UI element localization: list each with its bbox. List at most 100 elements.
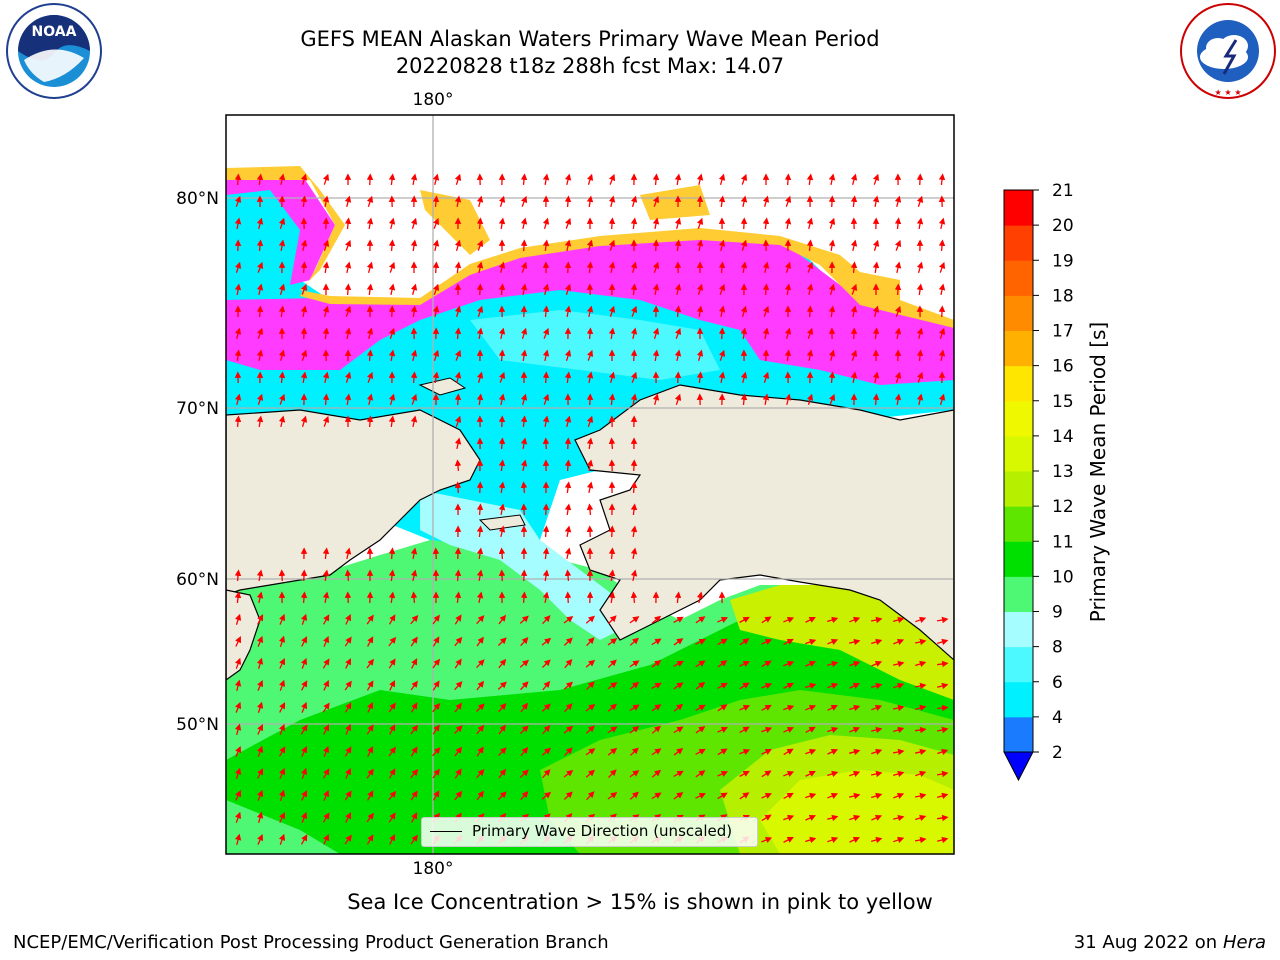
wave-arrow	[564, 547, 572, 560]
wave-arrow	[914, 836, 927, 844]
nws-logo: ★ ★ ★	[1180, 3, 1276, 99]
wave-arrow	[783, 770, 795, 777]
wave-arrow	[651, 638, 662, 646]
wave-arrow	[388, 569, 396, 582]
wave-arrow	[673, 792, 684, 800]
wave-arrow	[454, 768, 462, 779]
wave-arrow	[762, 393, 770, 406]
wave-arrow	[301, 657, 308, 669]
wave-arrow	[608, 239, 616, 251]
wave-arrow	[762, 217, 770, 230]
wave-arrow	[476, 327, 484, 340]
wave-arrow	[388, 217, 396, 230]
wave-arrow	[344, 569, 352, 582]
wave-arrow	[520, 591, 528, 604]
wave-arrow	[520, 261, 528, 273]
wave-arrow	[630, 591, 638, 604]
wave-arrow	[344, 195, 352, 207]
wave-arrow	[322, 768, 330, 779]
wave-arrow	[322, 173, 330, 185]
wave-arrow	[278, 283, 286, 295]
wave-arrow	[806, 283, 814, 296]
chart-title: GEFS MEAN Alaskan Waters Primary Wave Me…	[300, 27, 880, 51]
wave-arrow	[454, 371, 462, 384]
wave-arrow	[718, 239, 726, 251]
wave-arrow	[783, 748, 794, 756]
wave-arrow	[410, 173, 418, 186]
wave-arrow	[894, 327, 902, 340]
wave-arrow	[851, 283, 858, 295]
wave-arrow	[872, 305, 880, 317]
wave-arrow	[542, 371, 550, 384]
wave-arrow	[366, 173, 374, 186]
legend-line-swatch	[430, 831, 462, 832]
wave-arrow	[498, 327, 506, 340]
latitude-label-50n: 50°N	[176, 715, 219, 735]
wave-arrow	[608, 217, 616, 230]
wave-arrow	[739, 748, 751, 755]
wave-arrow	[300, 327, 308, 340]
colorbar-tick-label: 17	[1052, 322, 1074, 342]
wave-arrow	[607, 703, 617, 712]
wave-arrow	[432, 702, 441, 713]
wave-arrow	[805, 682, 817, 690]
wave-arrow	[542, 680, 551, 691]
wave-arrow	[520, 791, 529, 801]
wave-arrow	[322, 591, 330, 604]
wave-arrow	[695, 704, 706, 712]
wave-arrow	[235, 745, 242, 757]
wave-arrow	[761, 749, 772, 755]
wave-arrow	[300, 349, 308, 361]
wave-arrow	[805, 704, 817, 711]
wave-arrow	[740, 393, 748, 406]
wave-arrow	[651, 725, 661, 734]
wave-arrow	[849, 770, 861, 777]
wave-arrow	[454, 459, 462, 472]
alaska-land	[574, 384, 954, 661]
wave-arrow	[542, 547, 550, 560]
wave-arrow	[739, 661, 750, 667]
wave-arrow	[674, 305, 682, 318]
wave-arrow	[278, 349, 286, 361]
wave-arrow	[916, 261, 924, 273]
wave-arrow	[301, 746, 307, 757]
wave-arrow	[938, 305, 946, 318]
colorbar-swatch	[1004, 260, 1033, 296]
wave-arrow	[322, 195, 330, 208]
wave-arrow	[914, 726, 927, 734]
wave-arrow	[630, 217, 638, 230]
wave-arrow	[740, 239, 748, 251]
wave-arrow	[893, 792, 905, 799]
noaa-logo: NOAA	[6, 3, 102, 99]
wave-arrow	[520, 393, 528, 405]
colorbar-tick-label: 6	[1052, 673, 1063, 693]
wave-arrow	[256, 305, 264, 318]
wave-arrow	[301, 811, 308, 823]
wave-arrow	[630, 393, 638, 406]
wave-arrow	[366, 768, 374, 779]
wave-arrow	[257, 635, 264, 647]
wave-arrow	[257, 768, 264, 779]
wave-arrow	[388, 614, 396, 625]
wave-arrow	[344, 746, 352, 757]
wave-arrow	[389, 724, 396, 735]
wave-arrow	[388, 327, 396, 339]
wave-arrow	[938, 283, 946, 296]
wave-arrow	[300, 173, 308, 185]
wave-arrow	[476, 569, 484, 582]
wave-arrow	[367, 746, 373, 757]
wave-arrow	[323, 415, 330, 427]
wave-arrow	[936, 836, 949, 844]
wave-arrow	[586, 591, 594, 604]
wave-arrow	[717, 616, 729, 623]
wave-arrow	[498, 481, 506, 494]
wave-arrow	[432, 239, 440, 252]
st-lawrence-island	[478, 514, 526, 531]
wave-arrow	[322, 371, 330, 384]
wave-arrow	[915, 660, 927, 668]
wave-arrow	[915, 770, 927, 778]
wave-arrow	[740, 305, 748, 317]
wave-arrow	[234, 173, 242, 186]
wave-arrow	[564, 349, 572, 361]
wave-arrow	[761, 726, 773, 734]
